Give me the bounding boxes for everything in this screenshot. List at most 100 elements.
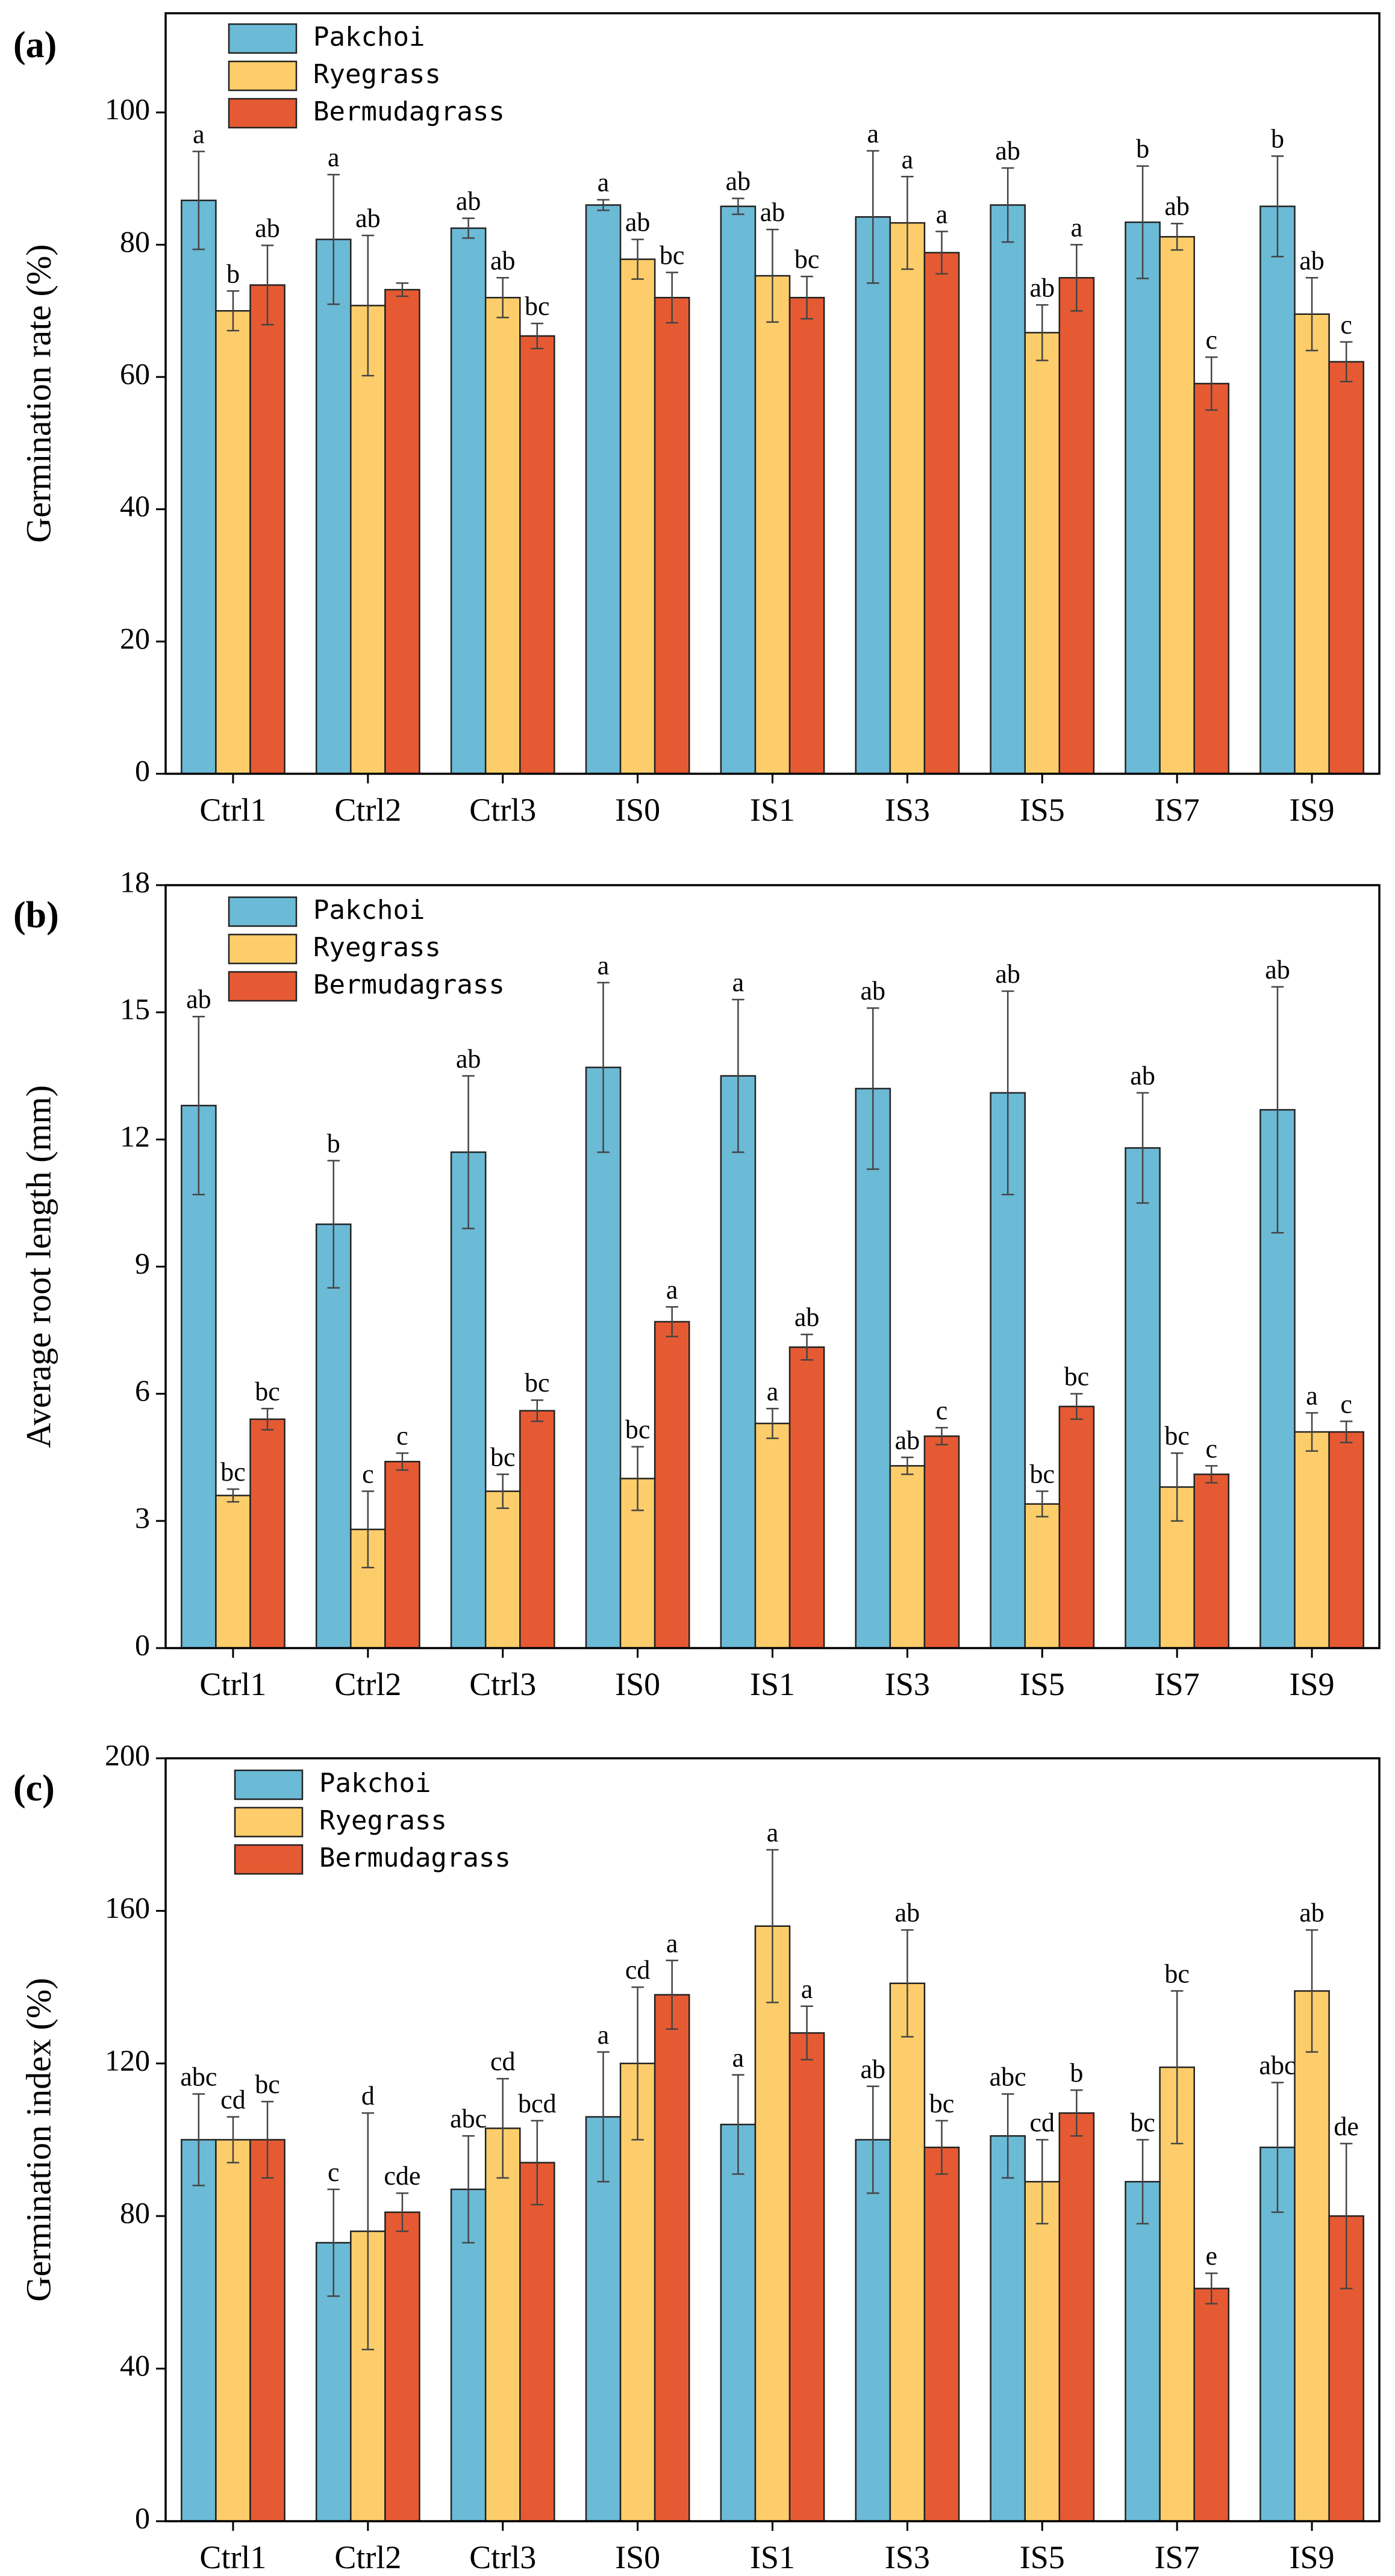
significance-label: abc — [1259, 2050, 1296, 2080]
bar-pakchoi-is7 — [1125, 2180, 1161, 2522]
bar-ryegrass-is9 — [1294, 1990, 1330, 2522]
significance-label: c — [1205, 1434, 1217, 1463]
x-tick-label: IS0 — [615, 792, 660, 828]
significance-label: a — [598, 2020, 610, 2050]
legend-swatch-bermudagrass — [228, 971, 298, 1002]
x-tick-label: Ctrl2 — [334, 1666, 401, 1702]
x-tick-label: Ctrl2 — [334, 2539, 401, 2575]
bar-bermudagrass-ctrl1 — [249, 284, 286, 775]
significance-label: a — [666, 1929, 678, 1958]
bar-bermudagrass-is9 — [1328, 1431, 1364, 1649]
y-tick-label: 3 — [135, 1501, 150, 1534]
significance-label: a — [936, 199, 948, 229]
significance-label: d — [361, 2081, 375, 2111]
significance-label: cd — [625, 1955, 651, 1985]
significance-label: ab — [861, 976, 886, 1006]
significance-label: ab — [995, 959, 1020, 989]
significance-label: ab — [861, 2055, 886, 2084]
bar-pakchoi-is1 — [720, 1075, 757, 1649]
x-tick-label: IS9 — [1290, 2539, 1335, 2575]
x-tick-label: Ctrl3 — [469, 2539, 536, 2575]
significance-label: de — [1334, 2112, 1359, 2141]
bar-bermudagrass-ctrl2 — [384, 1461, 420, 1649]
bar-pakchoi-ctrl3 — [450, 227, 487, 775]
panel-label: (a) — [13, 25, 57, 66]
bar-ryegrass-is3 — [889, 222, 926, 775]
significance-label: ab — [1164, 191, 1190, 221]
legend-swatch-bermudagrass — [234, 1844, 304, 1875]
bar-bermudagrass-is7 — [1193, 382, 1230, 775]
y-tick-label: 80 — [120, 225, 150, 258]
bar-bermudagrass-is7 — [1193, 2288, 1230, 2522]
bar-bermudagrass-is5 — [1058, 277, 1095, 775]
significance-label: bc — [220, 1457, 246, 1487]
bar-bermudagrass-is1 — [788, 297, 825, 775]
legend: Pakchoi Ryegrass Bermudagrass — [228, 895, 505, 1002]
legend-label-bermudagrass: Bermudagrass — [313, 96, 505, 127]
y-tick-label: 0 — [135, 1628, 150, 1661]
x-tick-label: IS9 — [1290, 1666, 1335, 1702]
x-tick-label: IS0 — [615, 2539, 660, 2575]
significance-label: c — [1340, 310, 1352, 340]
bar-ryegrass-ctrl1 — [215, 2139, 251, 2522]
x-tick-label: IS9 — [1290, 792, 1335, 828]
significance-label: a — [666, 1275, 678, 1304]
legend-swatch-bermudagrass — [228, 98, 298, 129]
bar-pakchoi-ctrl1 — [181, 199, 217, 775]
y-tick-label: 0 — [135, 2501, 150, 2534]
significance-label: bc — [1030, 1460, 1055, 1489]
significance-label: ab — [490, 246, 516, 275]
significance-label: ab — [895, 1898, 920, 1927]
bar-ryegrass-is9 — [1294, 1431, 1330, 1649]
bar-bermudagrass-is3 — [923, 2146, 960, 2522]
bar-bermudagrass-is7 — [1193, 1473, 1230, 1649]
bar-ryegrass-ctrl3 — [484, 1490, 521, 1649]
bar-pakchoi-is3 — [855, 1087, 891, 1649]
y-axis-label: Germination index (%) — [19, 1978, 58, 2302]
significance-label: ab — [1299, 246, 1325, 275]
x-tick-label: IS1 — [750, 792, 795, 828]
significance-label: abc — [450, 2104, 487, 2133]
bar-ryegrass-ctrl1 — [215, 310, 251, 775]
significance-label: c — [362, 1460, 374, 1489]
bar-pakchoi-is0 — [585, 204, 622, 775]
significance-label: bc — [625, 1415, 651, 1445]
bar-bermudagrass-is1 — [788, 2032, 825, 2522]
significance-label: a — [767, 1818, 779, 1847]
significance-label: abc — [990, 2062, 1026, 2091]
bar-bermudagrass-ctrl2 — [384, 288, 420, 775]
bar-ryegrass-is5 — [1024, 332, 1061, 775]
bar-ryegrass-ctrl1 — [215, 1495, 251, 1649]
legend-swatch-pakchoi — [228, 23, 298, 54]
bar-ryegrass-is0 — [619, 1478, 656, 1649]
bar-bermudagrass-is0 — [654, 1994, 690, 2522]
bar-ryegrass-is1 — [754, 1422, 791, 1649]
bar-pakchoi-is1 — [720, 205, 757, 775]
bar-ryegrass-is7 — [1159, 235, 1195, 775]
significance-label: a — [902, 145, 914, 174]
significance-label: a — [732, 968, 744, 997]
legend-label-pakchoi: Pakchoi — [313, 22, 425, 52]
significance-label: ab — [726, 167, 751, 196]
x-tick-label: Ctrl1 — [199, 792, 266, 828]
y-tick-label: 18 — [120, 865, 150, 898]
y-tick-label: 9 — [135, 1246, 150, 1280]
significance-label: b — [1070, 2058, 1083, 2088]
significance-label: ab — [456, 1044, 481, 1074]
significance-label: ab — [794, 1302, 820, 1332]
bar-bermudagrass-is0 — [654, 1321, 690, 1649]
x-tick-label: IS3 — [885, 2539, 930, 2575]
legend-swatch-ryegrass — [228, 933, 298, 965]
legend-label-pakchoi: Pakchoi — [313, 895, 425, 926]
x-tick-label: IS1 — [750, 1666, 795, 1702]
y-tick-label: 20 — [120, 621, 150, 655]
y-tick-label: 15 — [120, 992, 150, 1026]
y-tick-label: 160 — [105, 1891, 150, 1924]
bar-pakchoi-ctrl2 — [315, 1223, 352, 1649]
significance-label: a — [767, 1377, 779, 1406]
bar-ryegrass-is1 — [754, 1925, 791, 2522]
significance-label: bcd — [518, 2089, 557, 2118]
y-tick-label: 0 — [135, 753, 150, 787]
bar-pakchoi-is0 — [585, 1066, 622, 1649]
significance-label: ab — [355, 204, 381, 233]
